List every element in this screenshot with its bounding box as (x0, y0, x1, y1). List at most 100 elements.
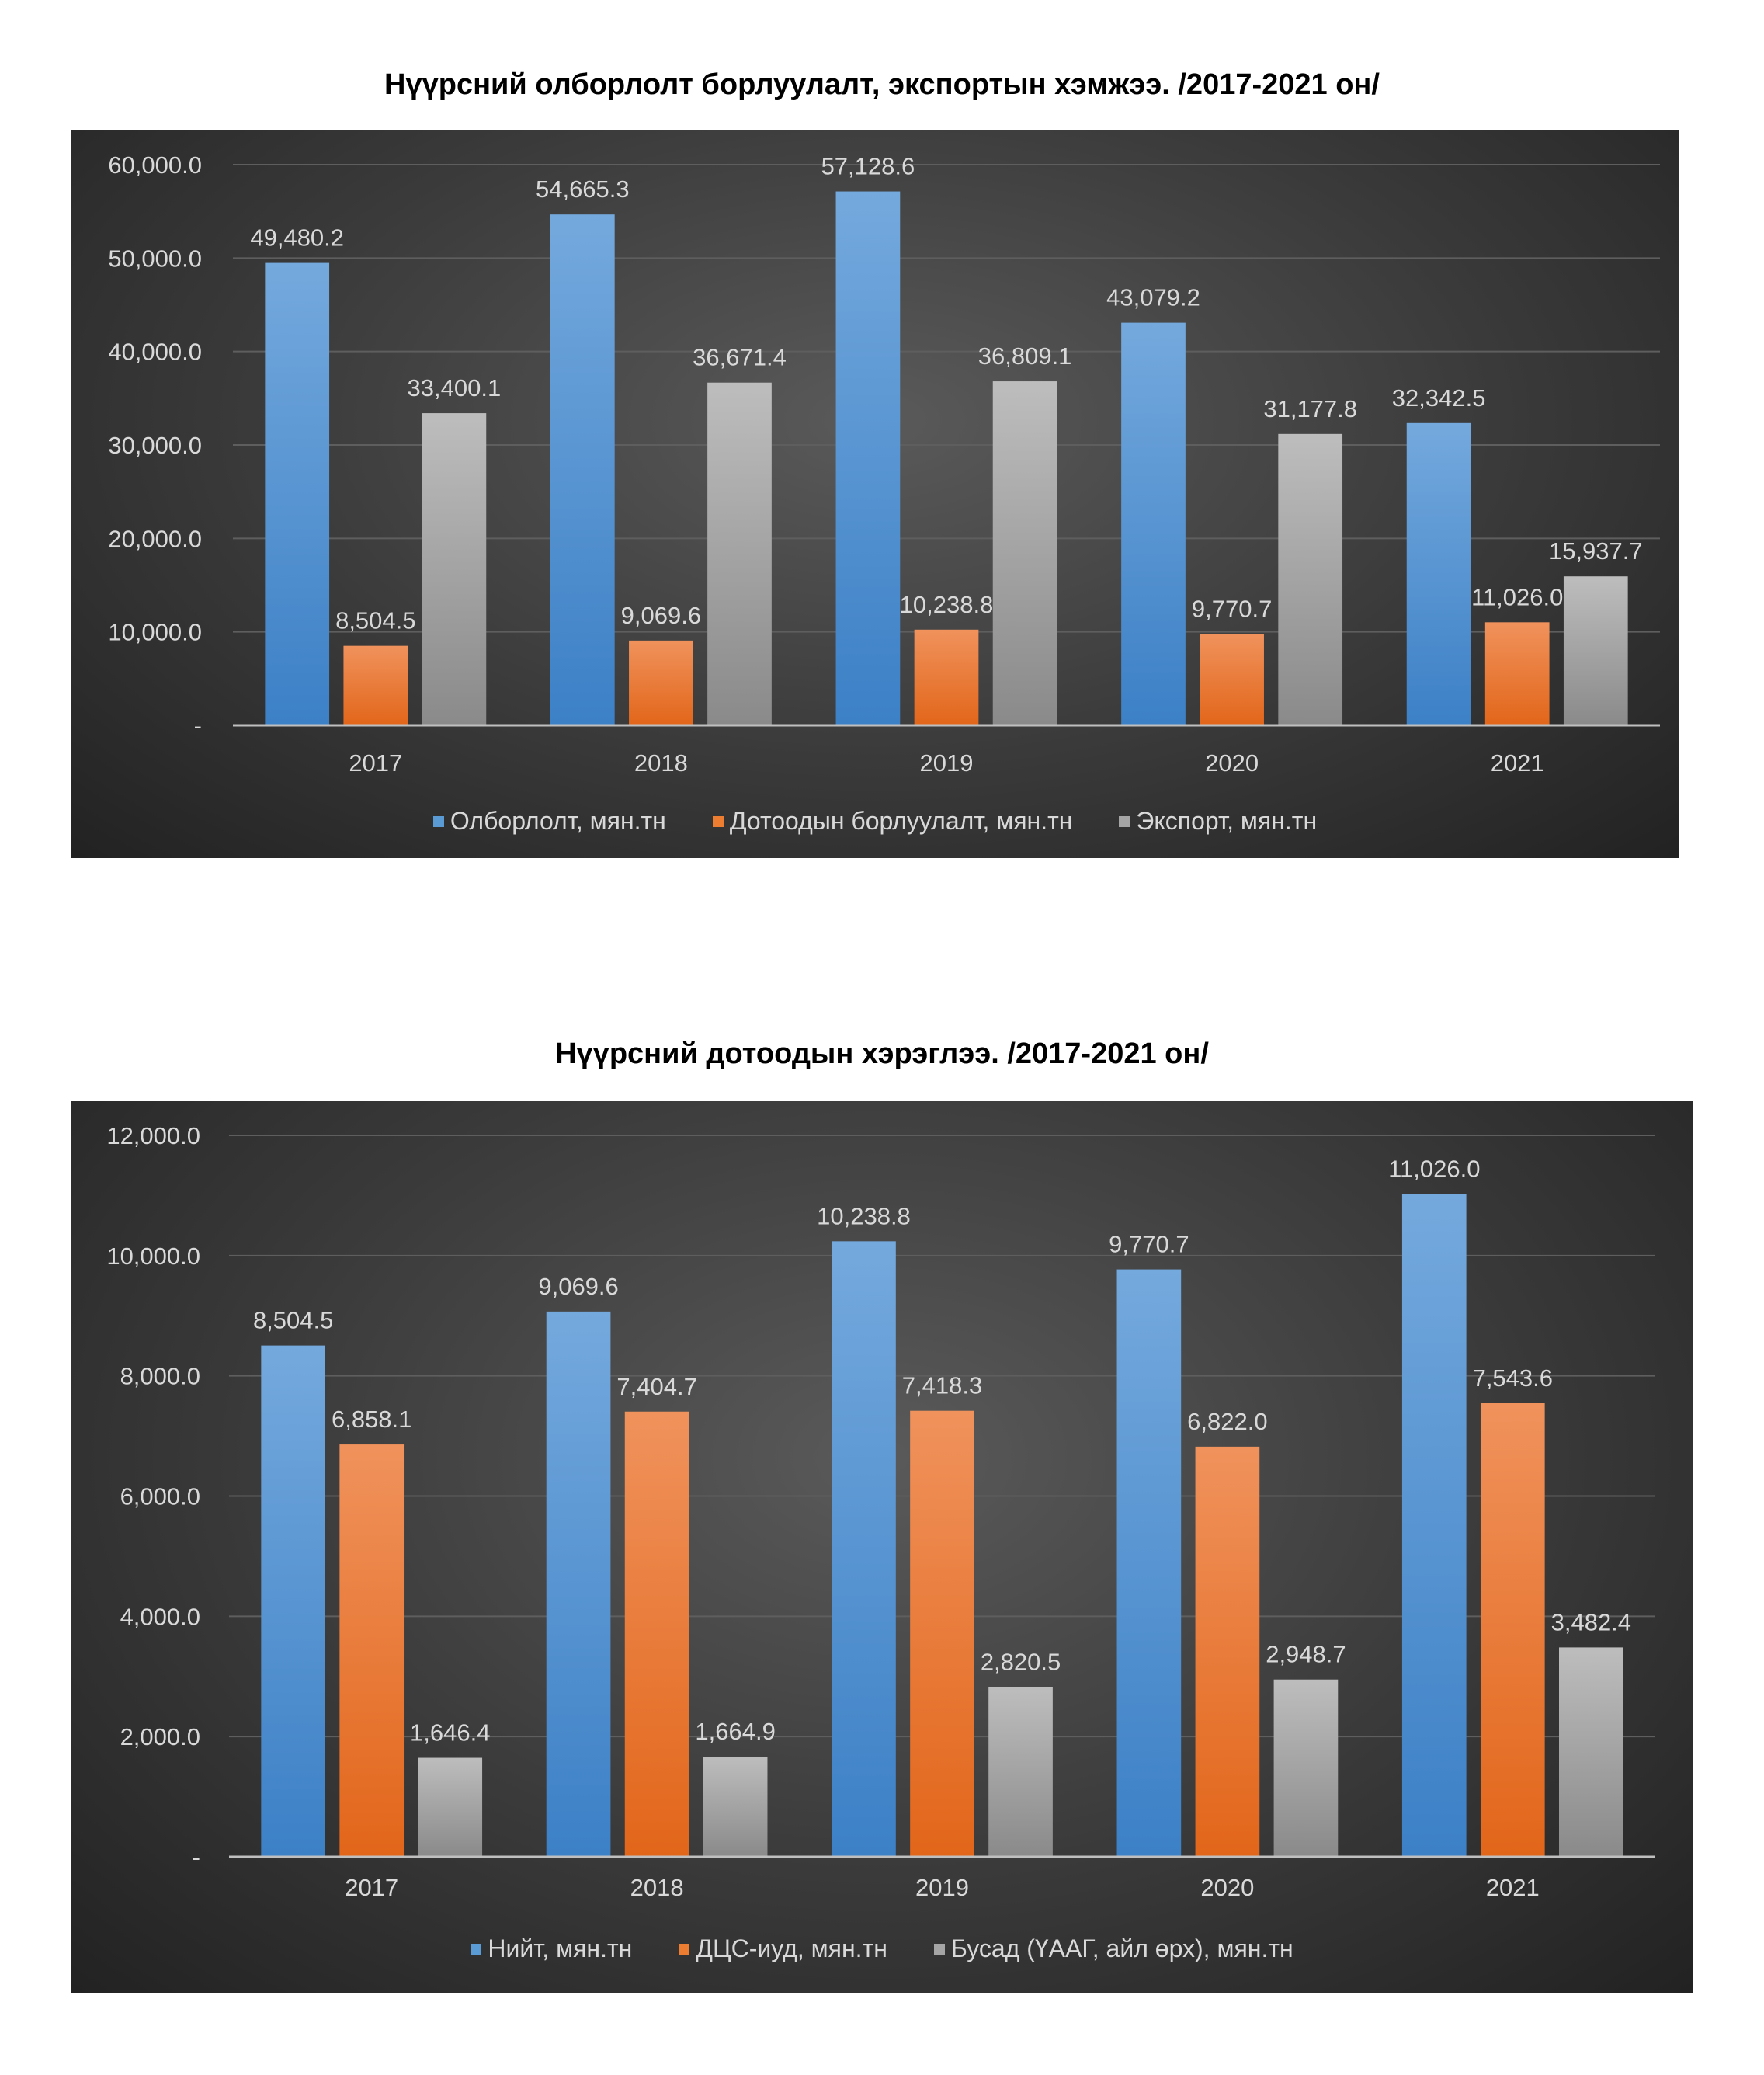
legend-swatch-icon (471, 1943, 482, 1955)
data-label: 9,770.7 (1109, 1231, 1189, 1258)
data-label: 7,543.6 (1473, 1364, 1553, 1392)
data-label: 32,342.5 (1392, 384, 1486, 412)
data-label: 36,671.4 (693, 344, 787, 371)
y-tick-label: 8,000.0 (120, 1363, 200, 1390)
chart-1-title: Нүүрсний олборлолт борлуулалт, экспортын… (384, 68, 1380, 101)
chart-1-legend: Олборлолт, мян.тн Дотоодын борлуулалт, м… (71, 807, 1679, 836)
x-tick-label: 2021 (1491, 749, 1544, 777)
bar (1121, 322, 1186, 725)
bar (1406, 422, 1471, 725)
y-tick-label: 12,000.0 (106, 1122, 200, 1149)
y-tick-label: 10,000.0 (106, 1243, 200, 1270)
legend-label: Олборлолт, мян.тн (450, 807, 666, 835)
data-label: 31,177.8 (1263, 395, 1357, 422)
y-tick-label: 10,000.0 (108, 619, 202, 646)
bar (1116, 1269, 1182, 1857)
data-label: 9,069.6 (621, 602, 701, 629)
x-tick-label: 2020 (1200, 1874, 1254, 1901)
bar (1278, 433, 1343, 725)
bar (1401, 1194, 1467, 1857)
data-label: 33,400.1 (408, 374, 502, 401)
bar (988, 1687, 1053, 1857)
bar (624, 1411, 689, 1857)
x-tick-label: 2019 (915, 1874, 969, 1901)
data-label: 15,937.7 (1549, 537, 1643, 565)
chart-2-title: Нүүрсний дотоодын хэрэглээ. /2017-2021 о… (555, 1038, 1209, 1070)
bar (343, 645, 408, 725)
bar (422, 413, 487, 725)
x-tick-label: 2017 (345, 1874, 398, 1901)
legend-label: ДЦС-иуд, мян.тн (696, 1934, 887, 1962)
legend-swatch-icon (679, 1943, 690, 1955)
data-label: 54,665.3 (536, 176, 630, 203)
x-tick-label: 2017 (349, 749, 402, 777)
data-label: 8,504.5 (253, 1307, 333, 1334)
x-tick-label: 2019 (920, 749, 974, 777)
data-label: 9,770.7 (1192, 595, 1272, 622)
data-label: 6,822.0 (1187, 1408, 1267, 1435)
x-tick-label: 2018 (630, 1874, 684, 1901)
legend-swatch-icon (933, 1943, 945, 1955)
legend-item: Экспорт, мян.тн (1119, 807, 1317, 836)
y-tick-label: 50,000.0 (108, 245, 202, 272)
data-label: 3,482.4 (1551, 1608, 1631, 1635)
bar (265, 262, 330, 725)
data-label: 6,858.1 (332, 1406, 411, 1433)
legend-item: Бусад (ҮААГ, айл өрх), мян.тн (933, 1934, 1293, 1963)
legend-label: Дотоодын борлуулалт, мян.тн (729, 807, 1073, 835)
bar (707, 382, 772, 725)
data-label: 2,820.5 (981, 1649, 1061, 1676)
data-label: 10,238.8 (900, 591, 994, 618)
data-label: 9,069.6 (538, 1273, 618, 1300)
bar (992, 381, 1057, 725)
x-tick-label: 2021 (1486, 1874, 1540, 1901)
bar (1200, 634, 1264, 725)
y-tick-label: - (194, 712, 202, 739)
legend-item: ДЦС-иуд, мян.тн (679, 1934, 887, 1963)
data-label: 36,809.1 (978, 342, 1072, 370)
bar (1480, 1402, 1545, 1857)
data-label: 11,026.0 (1471, 583, 1563, 610)
y-tick-label: - (193, 1844, 200, 1871)
data-label: 7,418.3 (902, 1372, 982, 1399)
legend-item: Дотоодын борлуулалт, мян.тн (712, 807, 1073, 836)
bar (1195, 1446, 1260, 1857)
data-label: 57,128.6 (821, 153, 915, 180)
data-label: 11,026.0 (1388, 1155, 1480, 1182)
bar (550, 214, 615, 725)
bar (339, 1444, 405, 1857)
bar (835, 191, 901, 726)
bar (703, 1757, 768, 1857)
data-label: 10,238.8 (817, 1202, 911, 1229)
y-tick-label: 40,000.0 (108, 339, 202, 366)
bar (1559, 1647, 1623, 1857)
bar (418, 1757, 483, 1857)
legend-swatch-icon (712, 815, 724, 827)
y-tick-label: 6,000.0 (120, 1483, 200, 1510)
x-tick-label: 2018 (634, 749, 688, 777)
legend-swatch-icon (1119, 815, 1130, 827)
bar (546, 1311, 611, 1857)
legend-label: Экспорт, мян.тн (1136, 807, 1318, 835)
bar (1484, 622, 1550, 725)
chart-2-legend: Нийт, мян.тн ДЦС-иуд, мян.тн Бусад (ҮААГ… (71, 1934, 1693, 1963)
legend-item: Олборлолт, мян.тн (432, 807, 666, 836)
data-label: 8,504.5 (335, 607, 415, 634)
bar (914, 629, 979, 725)
y-tick-label: 20,000.0 (108, 525, 202, 552)
bar (261, 1345, 325, 1857)
data-label: 7,404.7 (616, 1373, 696, 1400)
data-label: 49,480.2 (250, 224, 344, 252)
y-tick-label: 60,000.0 (108, 151, 202, 179)
x-tick-label: 2020 (1205, 749, 1259, 777)
data-label: 1,646.4 (410, 1719, 490, 1747)
legend-label: Бусад (ҮААГ, айл өрх), мян.тн (950, 1934, 1293, 1962)
bar (1563, 576, 1628, 725)
legend-item: Нийт, мян.тн (471, 1934, 632, 1963)
data-label: 43,079.2 (1106, 284, 1200, 311)
bar (832, 1241, 896, 1857)
y-tick-label: 4,000.0 (120, 1603, 200, 1630)
bar (629, 640, 693, 725)
bar (1273, 1679, 1339, 1857)
